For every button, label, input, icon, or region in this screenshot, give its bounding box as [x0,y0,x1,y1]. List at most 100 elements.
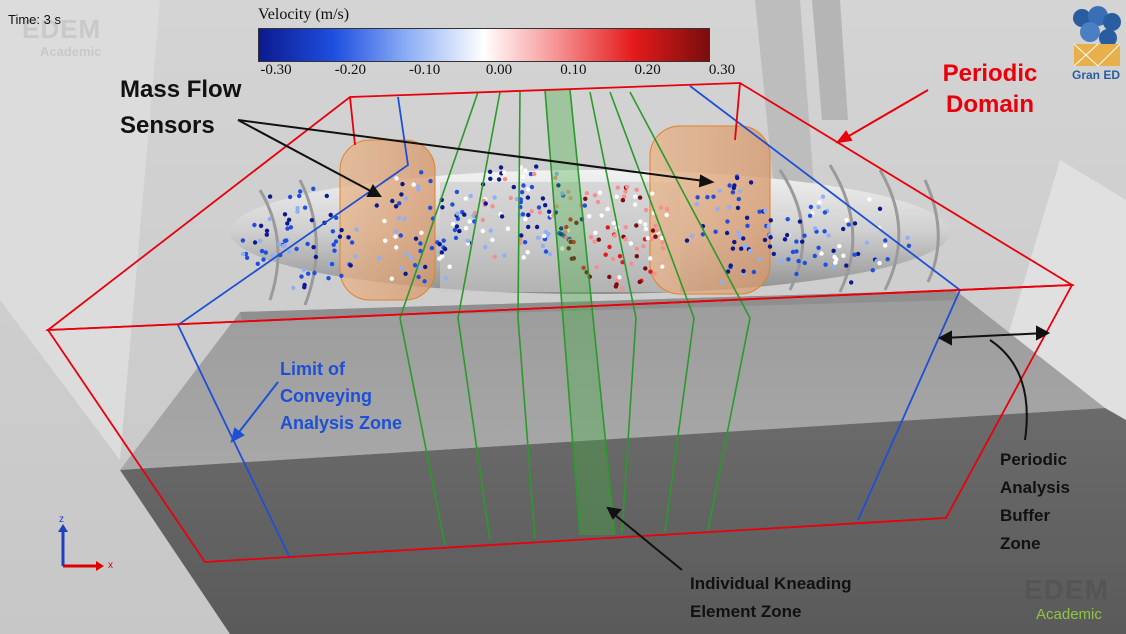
particle [282,243,287,248]
particle [419,230,424,235]
particle [402,216,407,222]
particle [547,251,553,257]
particle [412,263,418,268]
particle [832,254,837,260]
particle [534,224,540,230]
particle [867,197,872,202]
particle [739,246,744,251]
particle [439,250,444,255]
particle [822,229,827,234]
particle [437,242,442,247]
particle [349,240,355,245]
particle [583,196,588,201]
particle [694,202,699,207]
particle [807,213,813,218]
time-label: Time: 3 s [8,12,61,27]
particle [736,196,741,202]
particle [727,183,732,188]
particle [472,210,478,216]
particle [620,198,626,203]
particle [728,263,733,268]
particle [383,238,388,243]
particle [634,246,640,251]
particle [468,193,473,199]
particle [645,236,650,241]
particle [348,263,353,268]
annotation-arrows [237,119,1051,571]
particle [796,258,801,264]
particle [480,217,485,223]
particle [634,223,639,228]
particle [634,254,639,259]
particle [526,187,531,192]
colorbar-tick-label: 0.00 [485,62,513,78]
particle [442,246,448,252]
particle [812,226,818,231]
particle [610,256,616,262]
particle [498,165,504,170]
particle [623,224,628,230]
particle [584,191,590,196]
particle [822,210,828,215]
particle [800,239,805,244]
particle [826,233,831,238]
particle [326,276,331,281]
particle [766,224,771,229]
particle [794,249,799,254]
particle [628,241,634,246]
particle [588,235,594,240]
particle [267,194,273,199]
particle [311,186,316,191]
particle [393,234,398,239]
particle [568,217,573,222]
particle [797,219,803,224]
particle [649,236,654,242]
particle [492,254,497,259]
particle [833,260,838,265]
particle [301,267,307,272]
particle [611,220,616,226]
particle [502,170,507,175]
particle [629,261,634,266]
particle [650,191,655,196]
particle [502,253,507,258]
particle [422,279,427,284]
particle [844,217,849,223]
edem-watermark: EDEM [22,14,102,44]
particle [623,189,628,194]
particle [846,222,851,227]
particle [713,229,718,234]
particle [543,203,548,208]
particle [762,237,768,243]
edem-logo-word: EDEM [1024,574,1109,605]
particle [597,190,603,195]
particle [339,273,344,278]
particle [841,253,846,258]
particle [490,237,495,243]
particle [617,254,623,259]
particle [390,198,395,204]
particle [252,222,257,228]
particle [732,183,737,188]
particle [735,175,740,181]
particle [417,265,423,271]
particle [905,235,910,240]
particle [305,241,310,247]
background-left-wall [0,0,160,460]
particle [564,224,569,230]
particle [288,225,294,230]
particle [745,223,750,228]
particle [447,264,452,269]
particle [523,168,528,173]
particle [297,193,302,199]
particle [605,225,610,230]
particle [252,240,258,245]
particle [648,256,653,261]
particle [763,208,768,214]
particle [794,271,799,277]
particle [333,239,339,244]
particle [285,221,290,226]
particle [299,274,304,279]
particle [428,178,433,184]
particle [526,224,531,230]
